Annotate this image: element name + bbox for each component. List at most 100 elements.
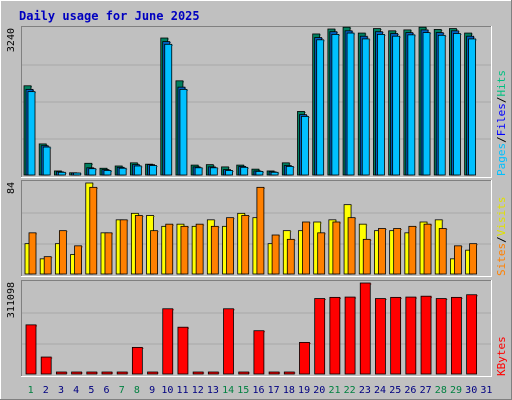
bar-pages-day-29 [453,33,462,176]
bar-pages-day-21 [331,34,340,176]
bar-kbytes-day-23 [359,282,372,375]
bar-pages-day-14 [225,170,234,176]
day-label-15: 15 [237,385,249,396]
bar-sites-day-10 [165,223,174,275]
bar-pages-day-24-face [377,34,385,176]
bar-pages-day-18-face [285,166,294,176]
bar-kbytes-day-3 [55,371,68,375]
bar-sites-day-24 [378,228,387,275]
day-label-5: 5 [88,385,94,396]
bar-sites-day-5 [89,186,98,275]
bar-kbytes-day-2 [40,356,53,375]
bar-kbytes-day-9-face [147,371,158,375]
bar-kbytes-day-23-face [359,282,371,375]
bar-kbytes-day-28 [435,298,448,375]
bar-kbytes-day-19 [299,342,311,375]
bar-kbytes-day-18 [283,371,296,375]
legend-kbytes: KBytes [495,336,508,376]
bar-pages-day-19 [301,116,310,176]
legend-kbytes-part-0: KBytes [495,336,508,376]
legend-hits-files-pages: Pages/Files/Hits [495,70,508,176]
bar-sites-day-17 [271,234,281,275]
bar-kbytes-day-7-face [116,371,128,375]
bar-pages-day-20-face [316,39,325,176]
bar-sites-day-15-face [241,215,250,275]
bar-pages-day-16 [255,170,264,176]
bar-sites-day-1-face [28,232,37,275]
day-label-29: 29 [450,385,462,396]
bar-pages-day-21-face [331,34,340,176]
day-label-31: 31 [480,385,492,396]
bar-sites-day-7-face [119,219,128,275]
bar-pages-day-22 [346,32,356,176]
bar-sites-day-8 [134,215,144,275]
bar-sites-day-20 [317,232,326,275]
bar-sites-day-24-face [378,228,386,275]
bar-sites-day-29-face [454,245,462,275]
day-label-25: 25 [389,385,401,396]
day-label-27: 27 [420,385,432,396]
bar-kbytes-day-15 [238,371,250,375]
bar-sites-day-10-face [165,223,174,275]
day-label-23: 23 [359,385,371,396]
bar-sites-day-25-face [393,228,402,275]
bar-pages-day-23-face [361,38,370,176]
bar-sites-day-3 [58,230,68,275]
bar-pages-day-9-face [149,165,157,176]
bar-pages-day-11-face [179,88,188,176]
bar-pages-day-10-face [164,43,173,176]
ymax-label-visits-sites: 84 [6,182,17,194]
bar-pages-day-4 [73,172,82,176]
bar-sites-day-29 [454,245,463,275]
bar-pages-day-18 [285,166,295,176]
bar-pages-day-26 [407,34,416,176]
ymax-label-hits-files-pages: 3240 [6,28,17,52]
legend-visits-sites-part-1: / [495,236,508,243]
bar-pages-day-6-face [103,170,112,176]
legend-hits-files-pages-part-0: Pages [495,143,508,176]
bar-kbytes-day-26 [405,296,417,375]
bar-kbytes-day-20 [314,298,326,375]
bar-kbytes-day-24-face [375,298,386,375]
day-label-10: 10 [161,385,173,396]
bar-sites-day-15 [241,215,250,275]
bar-sites-day-16 [256,186,265,275]
bar-sites-day-4-face [74,245,82,275]
bar-pages-day-1-face [27,91,36,176]
bar-sites-day-20-face [317,232,326,275]
bar-sites-day-9 [150,230,159,275]
day-label-4: 4 [73,385,79,396]
bar-pages-day-30 [468,38,477,176]
bar-sites-day-30-face [469,243,478,275]
bar-sites-day-22 [347,217,357,275]
ymax-label-kbytes: 311098 [6,282,17,318]
bar-pages-day-15-face [240,166,249,176]
bar-kbytes-day-22 [344,296,357,375]
bar-kbytes-day-14-face [223,308,234,375]
bar-sites-day-18-face [286,238,295,275]
bar-kbytes-day-21-face [329,296,341,375]
bar-pages-day-10 [164,43,173,176]
bar-kbytes-day-12 [192,371,205,375]
day-label-21: 21 [328,385,340,396]
bar-kbytes-day-8-face [131,346,143,375]
bar-pages-day-12-face [194,167,203,176]
bar-kbytes-day-13-face [207,371,219,375]
bar-sites-day-7 [119,219,129,275]
day-label-11: 11 [177,385,189,396]
bar-kbytes-day-30-face [466,294,478,375]
bar-kbytes-day-29-face [451,296,462,375]
bar-sites-day-12 [195,223,205,275]
bar-kbytes-day-29 [451,296,463,375]
day-label-28: 28 [435,385,447,396]
legend-hits-files-pages-part-4: Hits [495,70,508,97]
legend-visits-sites-part-2: Visits [495,197,508,237]
bar-sites-day-23-face [362,238,371,275]
bar-sites-day-13-face [210,225,219,275]
bar-sites-day-19-face [302,221,310,275]
bar-pages-day-13-face [209,167,218,176]
bar-sites-day-30 [469,243,478,275]
bar-kbytes-day-4-face [71,371,82,375]
bar-pages-day-25 [392,35,401,176]
